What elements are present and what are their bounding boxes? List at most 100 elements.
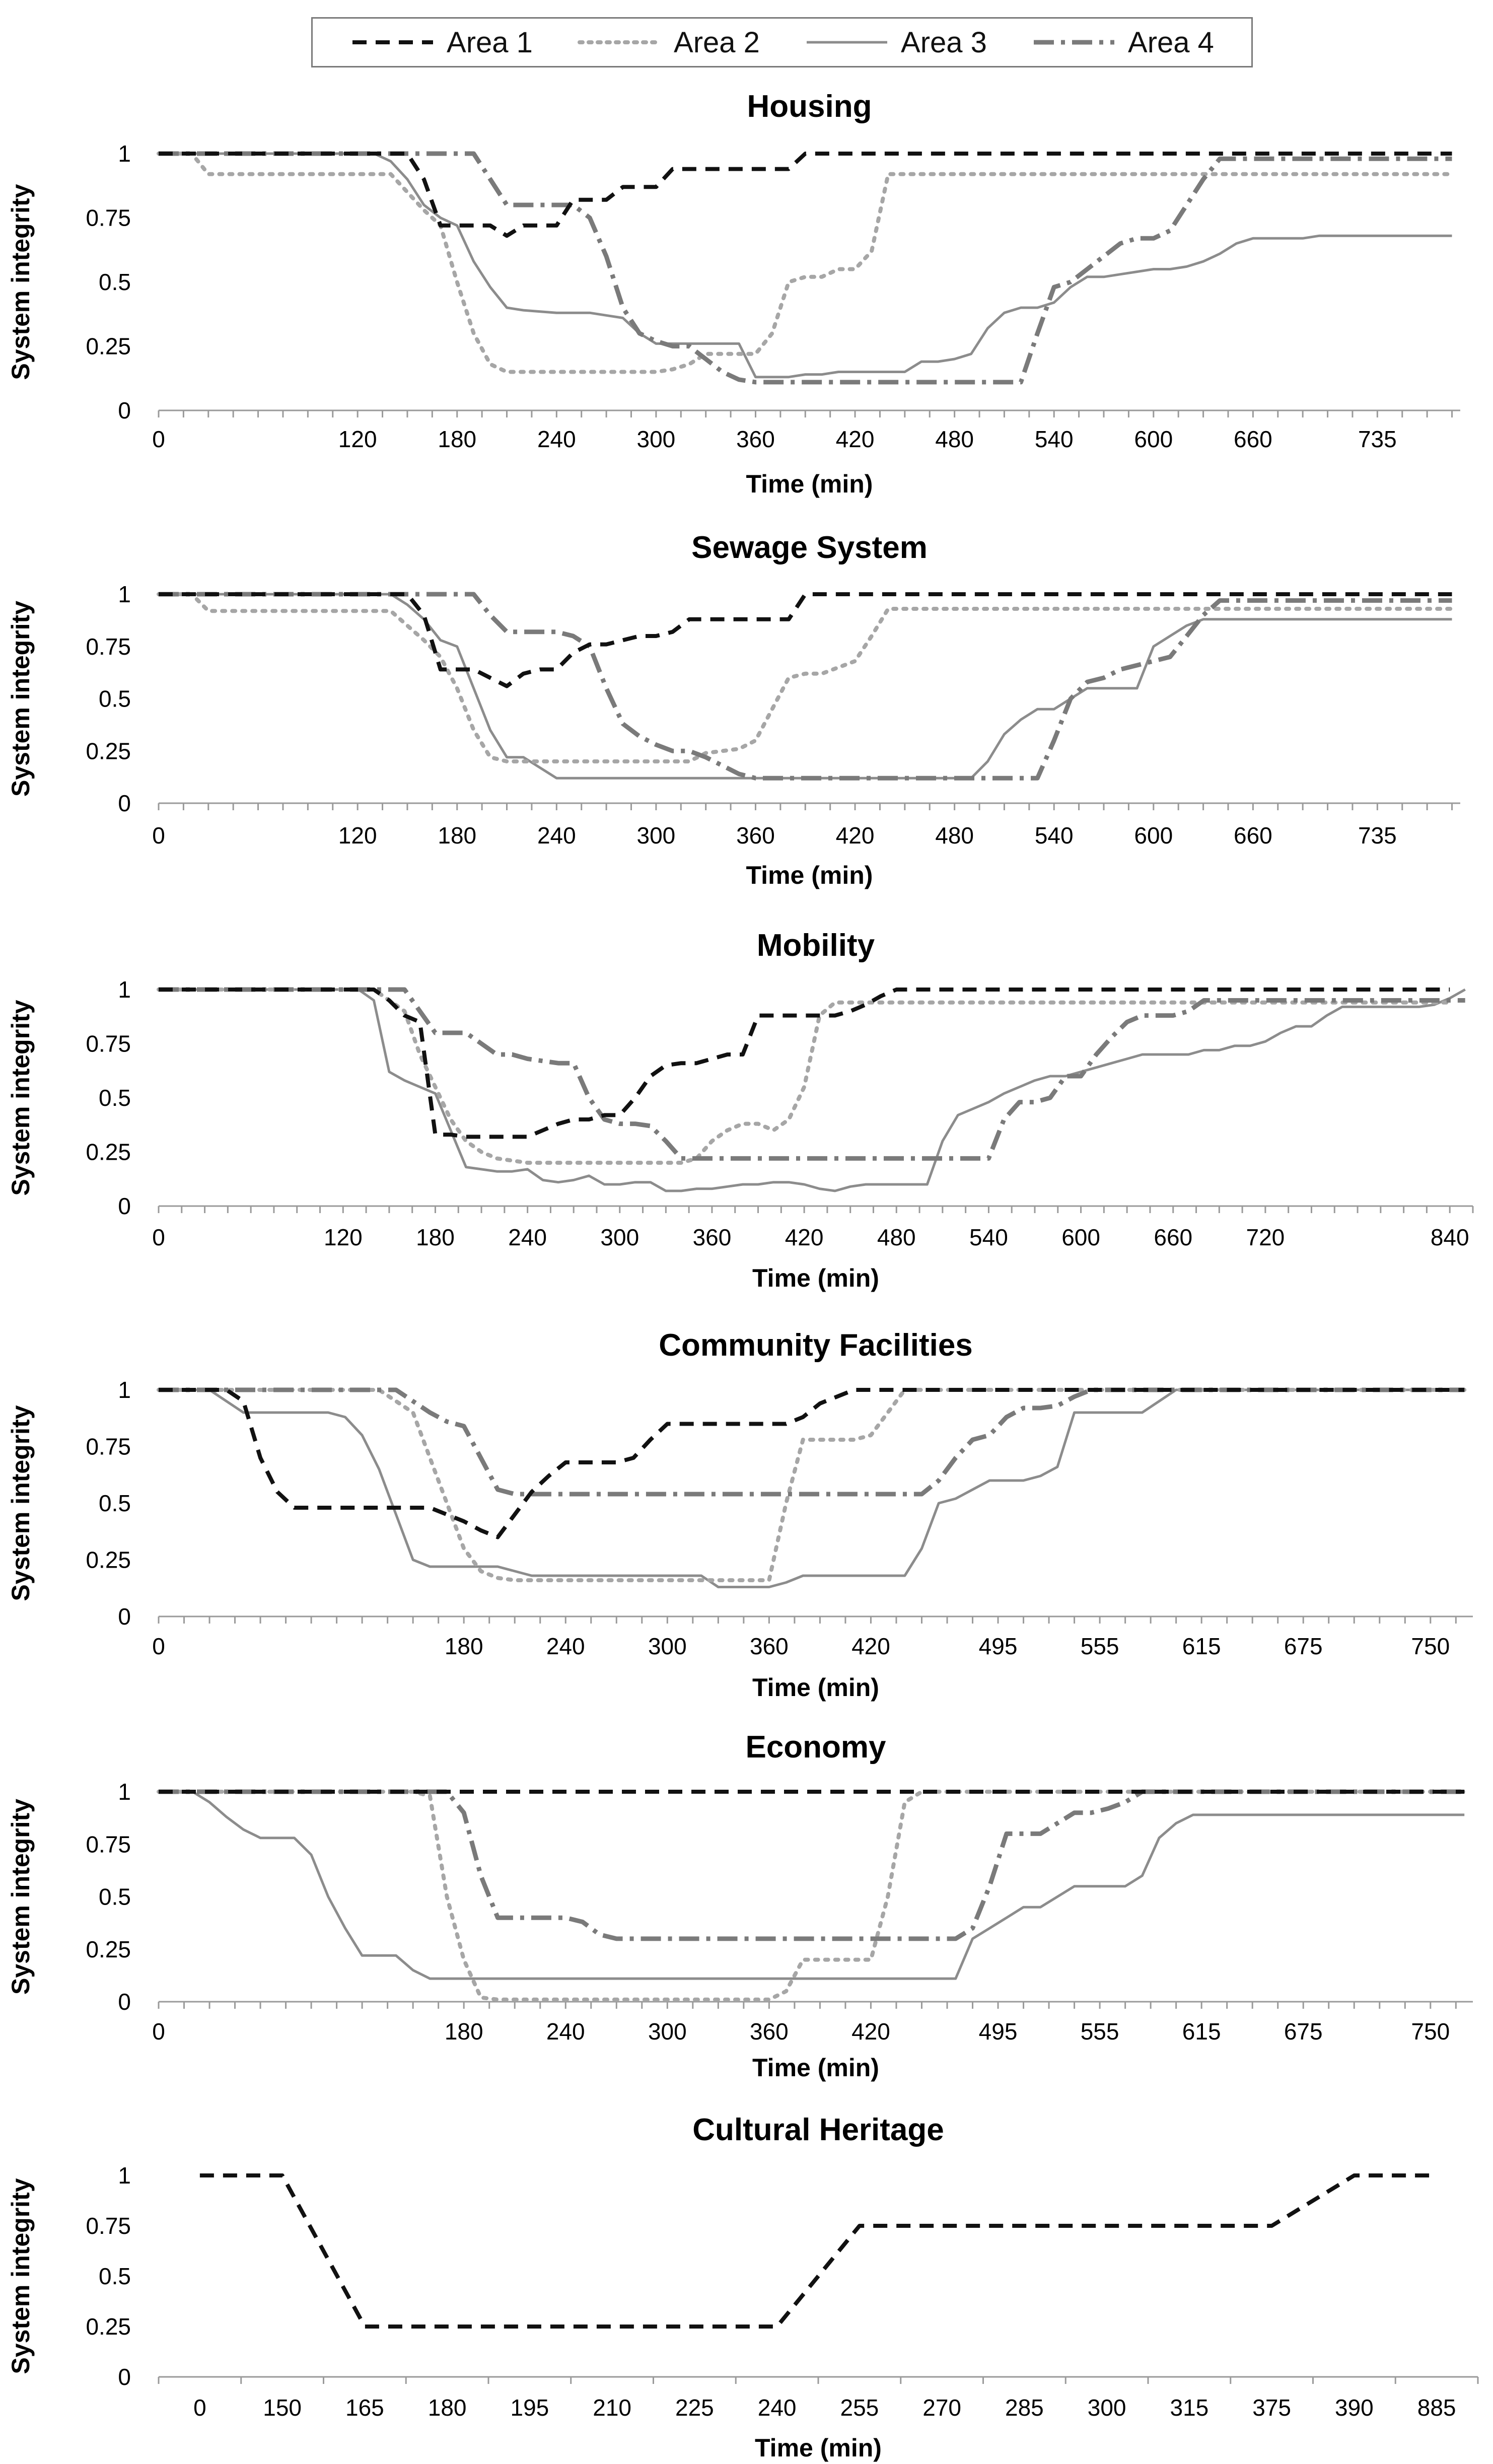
series-line-area-1 [159, 152, 1452, 238]
x-tick-label: 675 [1284, 1633, 1323, 1659]
x-tick-label: 660 [1154, 1224, 1192, 1250]
chart-title: Housing [747, 89, 872, 124]
series-line-area-3 [159, 593, 1452, 780]
chart-title: Cultural Heritage [692, 2113, 944, 2147]
x-axis-label: Time (min) [746, 470, 873, 498]
y-tick-label: 1 [118, 581, 131, 607]
x-tick-label: 270 [922, 2395, 961, 2421]
x-tick-label: 150 [263, 2395, 302, 2421]
legend-swatch-area-1 [352, 40, 434, 44]
series-line-area-3 [159, 1388, 1465, 1588]
y-tick-label: 1 [118, 2162, 131, 2189]
x-tick-label: 300 [600, 1224, 639, 1250]
x-tick-label: 615 [1182, 1633, 1221, 1659]
y-tick-label: 0 [118, 397, 131, 424]
y-tick-label: 0 [118, 2364, 131, 2390]
x-tick-label: 240 [537, 426, 576, 452]
x-tick-label: 720 [1246, 1224, 1285, 1250]
y-tick-label: 1 [118, 1779, 131, 1805]
chart-6: Cultural Heritage 0 0.25 0.5 0.75 1 0 150 165 180… [7, 2113, 1479, 2462]
legend-label-area-1: Area 1 [447, 26, 533, 59]
x-tick-label: 375 [1252, 2395, 1291, 2421]
y-tick-label: 1 [118, 140, 131, 167]
y-tick-label: 0 [118, 1603, 131, 1630]
x-tick-label: 600 [1134, 822, 1173, 849]
chart-title: Sewage System [691, 530, 928, 565]
x-tick-label: 420 [851, 1633, 890, 1659]
series-line-area-3 [159, 1790, 1465, 1980]
x-tick-label: 315 [1170, 2395, 1209, 2421]
x-tick-label: 285 [1005, 2395, 1044, 2421]
series-line-area-3 [159, 988, 1466, 1192]
x-tick-label: 225 [675, 2395, 714, 2421]
series-line-area-3 [159, 152, 1452, 379]
x-tick-label: 735 [1358, 822, 1397, 849]
x-tick-label: 300 [637, 822, 676, 849]
x-tick-label: 480 [935, 822, 974, 849]
x-tick-label: 180 [428, 2395, 467, 2421]
x-tick-label: 120 [338, 822, 377, 849]
series-line-area-4 [159, 987, 1465, 1161]
x-tick-label: 660 [1234, 426, 1272, 452]
x-axis-label: Time (min) [752, 1264, 879, 1292]
legend-label-area-4: Area 4 [1128, 26, 1214, 59]
x-tick-label: 300 [637, 426, 676, 452]
legend-item-area-1: Area 1 [350, 26, 533, 59]
legend-label-area-2: Area 2 [674, 26, 760, 59]
series-line-area-1 [199, 2173, 1437, 2329]
x-tick-label: 0 [152, 1633, 165, 1659]
x-tick-label: 240 [537, 822, 576, 849]
legend-swatch-area-4 [1034, 40, 1115, 45]
y-tick-label: 0.75 [86, 1831, 131, 1857]
x-tick-label: 300 [648, 1633, 687, 1659]
legend-swatch-area-2 [578, 40, 663, 44]
x-tick-label: 480 [877, 1224, 916, 1250]
x-tick-label: 420 [851, 2018, 890, 2045]
x-tick-label: 240 [758, 2395, 797, 2421]
y-axis-label: System integrity [7, 2178, 35, 2374]
y-tick-label: 0.25 [86, 2313, 131, 2340]
y-tick-label: 0.75 [86, 205, 131, 231]
y-tick-label: 0.25 [86, 1936, 131, 1962]
y-axis-label: System integrity [7, 1799, 35, 1995]
legend-label-area-3: Area 3 [901, 26, 987, 59]
series-line-area-4 [159, 1789, 1465, 1941]
x-tick-label: 660 [1234, 822, 1272, 849]
series-line-area-1 [159, 592, 1452, 688]
y-tick-label: 0.5 [99, 686, 131, 712]
x-tick-label: 600 [1134, 426, 1173, 452]
x-tick-label: 675 [1284, 2018, 1323, 2045]
y-tick-label: 0.25 [86, 333, 131, 360]
x-tick-label: 555 [1081, 2018, 1119, 2045]
y-tick-label: 0.5 [99, 2263, 131, 2289]
y-axis-label: System integrity [7, 1000, 35, 1195]
x-tick-label: 255 [840, 2395, 879, 2421]
x-tick-label: 495 [979, 1633, 1018, 1659]
legend-item-area-3: Area 3 [804, 26, 987, 59]
y-axis-label: System integrity [7, 184, 35, 380]
x-tick-label: 240 [508, 1224, 547, 1250]
series-line-area-4 [159, 151, 1452, 385]
y-tick-label: 0 [118, 1193, 131, 1219]
x-tick-label: 735 [1358, 426, 1397, 452]
legend: Area 1 Area 2 Area 3 Area 4 [311, 17, 1253, 67]
x-tick-label: 360 [750, 1633, 789, 1659]
series-line-area-1 [159, 1388, 1465, 1539]
x-tick-label: 750 [1411, 2018, 1450, 2045]
y-tick-label: 0.75 [86, 1031, 131, 1057]
x-tick-label: 420 [836, 426, 875, 452]
x-tick-label: 840 [1431, 1224, 1469, 1250]
chart-title: Mobility [757, 928, 875, 963]
chart-1: Housing 0 0.25 0.5 0.75 1 0 120 180 240 300 360 420 4… [7, 89, 1460, 498]
x-tick-label: 0 [152, 426, 165, 452]
x-tick-label: 885 [1417, 2395, 1456, 2421]
x-axis-label: Time (min) [746, 861, 873, 889]
y-tick-label: 0.5 [99, 1490, 131, 1516]
y-tick-label: 0 [118, 790, 131, 816]
chart-title: Community Facilities [659, 1328, 973, 1363]
x-tick-label: 540 [969, 1224, 1008, 1250]
x-tick-label: 540 [1035, 426, 1074, 452]
x-tick-label: 165 [345, 2395, 384, 2421]
x-tick-label: 600 [1061, 1224, 1100, 1250]
